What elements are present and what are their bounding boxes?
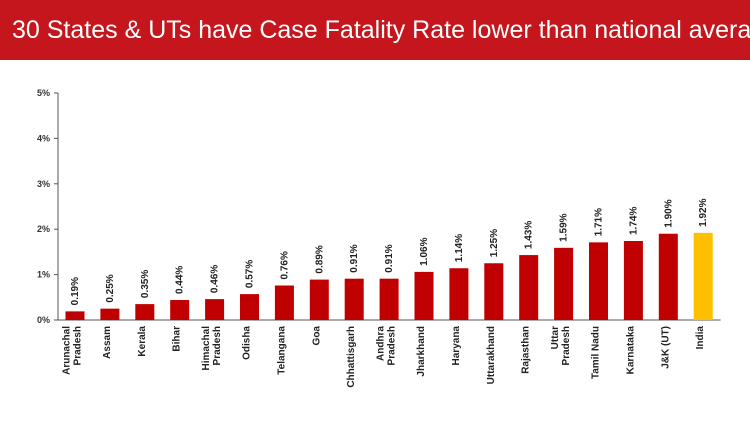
bar	[519, 255, 539, 320]
y-tick-label: 0%	[37, 315, 50, 325]
data-label: 0.91%	[349, 244, 360, 272]
bar	[484, 263, 504, 320]
data-label: 0.19%	[70, 277, 81, 305]
x-tick-label: AndhraPradesh	[376, 326, 398, 366]
bar	[554, 247, 574, 320]
x-tick-label: India	[695, 326, 706, 350]
x-tick-label: J&K (UT)	[660, 326, 671, 369]
data-label: 0.57%	[245, 260, 256, 288]
bar	[65, 311, 85, 320]
data-label: 1.25%	[489, 229, 500, 257]
bar	[658, 233, 678, 320]
x-tick-label: ArunachalPradesh	[62, 326, 84, 375]
bar	[623, 241, 643, 320]
x-tick-label: Rajasthan	[521, 326, 532, 374]
bar	[344, 278, 364, 320]
x-tick-label: Kerala	[137, 326, 148, 357]
bar	[170, 300, 190, 320]
data-label: 1.59%	[559, 213, 570, 241]
bar	[589, 242, 608, 320]
data-label: 1.06%	[419, 237, 430, 265]
title-banner: 30 States & UTs have Case Fatality Rate …	[0, 0, 750, 60]
data-label: 1.71%	[594, 208, 605, 236]
y-tick-label: 2%	[37, 224, 50, 234]
x-tick-label: Telangana	[276, 326, 287, 375]
data-label: 1.92%	[698, 198, 709, 226]
bar	[100, 308, 120, 320]
x-tick-label: Uttarakhand	[486, 326, 497, 384]
x-tick-label: Bihar	[172, 326, 183, 352]
data-label: 0.76%	[279, 251, 290, 279]
data-label: 0.46%	[210, 265, 221, 293]
bar-chart: 0% 1% 2% 3% 4% 5% 0.19% ArunachalPradesh 0.25% As…	[37, 88, 721, 388]
x-tick-label: Jharkhand	[416, 326, 427, 377]
data-label: 0.35%	[140, 270, 151, 298]
x-tick-label: Tamil Nadu	[591, 326, 602, 379]
x-tick-label: Karnataka	[625, 326, 636, 375]
x-tick-label: Odisha	[242, 326, 253, 360]
bar	[414, 271, 434, 320]
x-tick-label: UttarPradesh	[550, 326, 572, 366]
y-tick-label: 1%	[37, 270, 50, 280]
y-tick-label: 4%	[37, 133, 50, 143]
data-label: 0.89%	[314, 245, 325, 273]
bar	[309, 279, 329, 320]
x-tick-label: Goa	[311, 326, 322, 346]
data-label: 0.44%	[175, 266, 186, 294]
bar	[274, 285, 294, 320]
data-label: 0.25%	[105, 274, 116, 302]
data-label: 1.14%	[454, 234, 465, 262]
y-tick-label: 5%	[37, 88, 50, 98]
data-label: 0.91%	[384, 244, 395, 272]
chart-title: 30 States & UTs have Case Fatality Rate …	[12, 15, 750, 44]
x-tick-label: HimachalPradesh	[201, 326, 223, 371]
bar	[449, 268, 469, 320]
y-tick-label: 3%	[37, 179, 50, 189]
data-label: 1.90%	[663, 199, 674, 227]
x-tick-label: Assam	[102, 326, 113, 359]
bar	[205, 299, 225, 320]
bar	[379, 278, 399, 320]
bar	[135, 304, 155, 320]
data-label: 1.74%	[628, 207, 639, 235]
bar	[240, 294, 259, 320]
bar	[693, 232, 713, 320]
x-tick-label: Haryana	[451, 326, 462, 366]
x-tick-label: Chhattisgarh	[346, 326, 357, 388]
data-label: 1.43%	[524, 221, 535, 249]
